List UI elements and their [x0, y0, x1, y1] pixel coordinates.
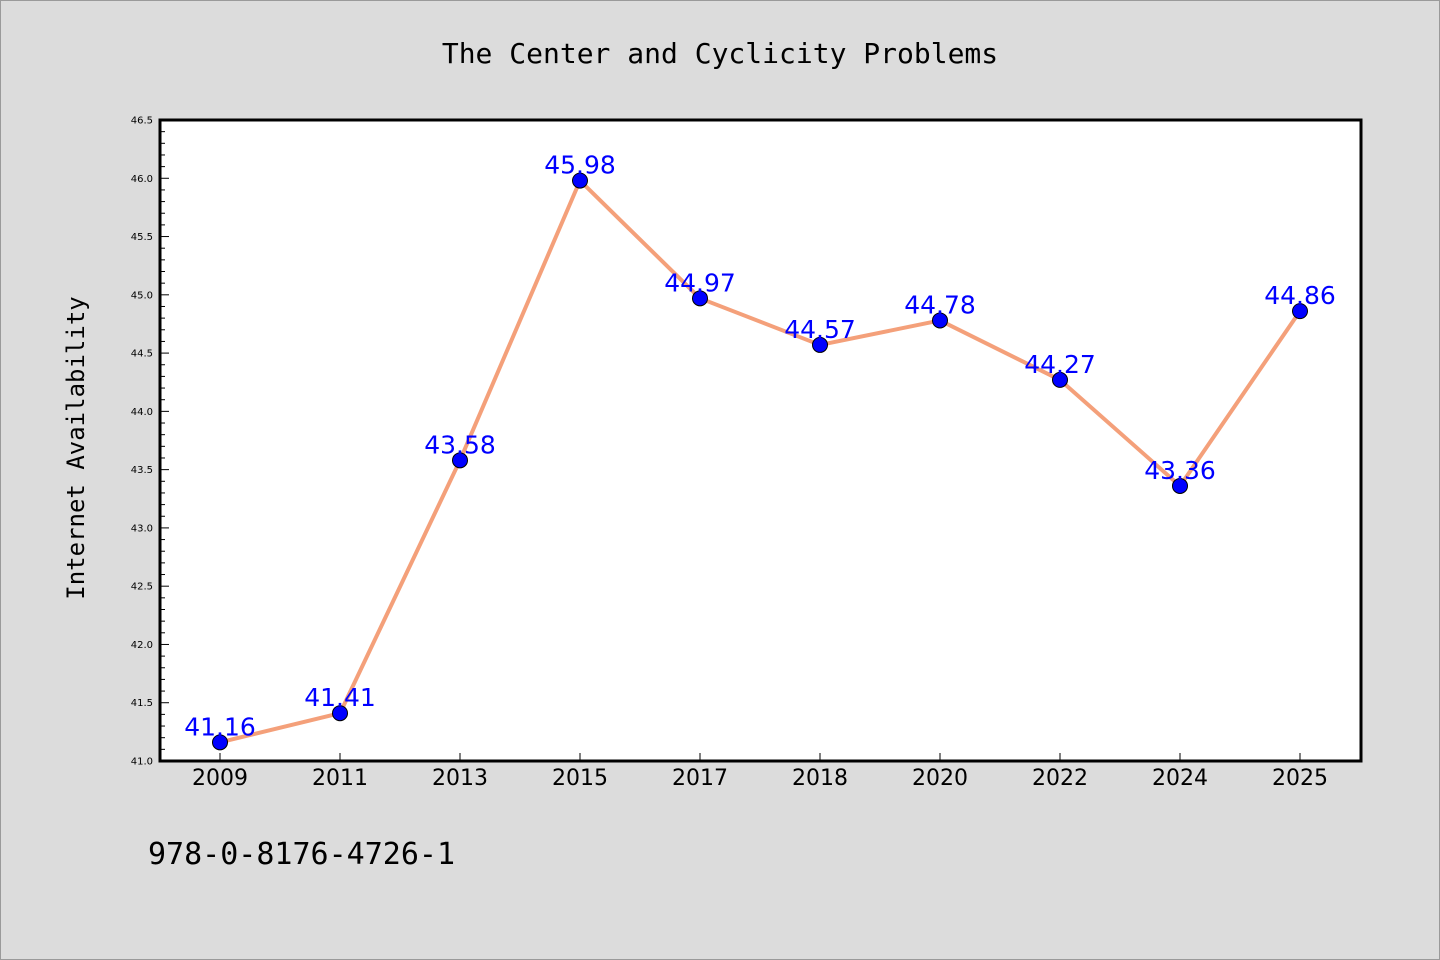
x-tick-label: 2018	[792, 766, 848, 791]
x-tick-label: 2009	[192, 766, 248, 791]
data-label: 45.98	[544, 151, 616, 180]
y-tick-label: 41.0	[131, 757, 153, 768]
data-point-marker	[452, 452, 468, 469]
y-axis-ticks: 41.0 41.5 42.0 42.5 43.0 43.5 44.0 44.5 45.0 45.5…	[131, 116, 169, 768]
data-label: 44.57	[784, 315, 856, 344]
x-tick-label: 2013	[432, 766, 488, 791]
data-label: 44.78	[904, 290, 976, 319]
data-label: 41.16	[184, 712, 256, 741]
data-point-marker	[572, 172, 588, 189]
data-label: 44.97	[664, 268, 736, 297]
data-label: 43.36	[1144, 456, 1216, 485]
data-label: 43.58	[424, 430, 496, 459]
data-point-marker	[932, 312, 948, 329]
x-axis-ticks: 2009 2011 2013 2015 2017 2018 2020 2022 2024 2025	[192, 753, 1328, 791]
x-tick-label: 2024	[1152, 766, 1208, 791]
y-tick-label: 45.5	[131, 232, 153, 243]
series-line-group: 41.16 41.41 43.58 45.98 44.97 44.57 44.78 44.27…	[184, 151, 1336, 751]
x-tick-label: 2017	[672, 766, 728, 791]
series-line	[219, 178, 1302, 745]
data-point-marker	[1172, 477, 1188, 494]
data-point-marker	[692, 290, 708, 307]
data-label: 44.27	[1024, 350, 1096, 379]
x-tick-label: 2025	[1272, 766, 1328, 791]
data-label: 41.41	[304, 683, 376, 712]
x-tick-label: 2020	[912, 766, 968, 791]
y-tick-label: 44.0	[131, 407, 153, 418]
x-tick-label: 2015	[552, 766, 608, 791]
y-tick-label: 42.0	[131, 640, 153, 651]
plot-area	[158, 118, 1363, 763]
data-point-marker	[332, 705, 348, 722]
chart-title: The Center and Cyclicity Problems	[442, 37, 998, 70]
y-tick-label: 46.5	[131, 116, 153, 127]
y-axis-label: Internet Availability	[62, 296, 90, 599]
footnote-isbn: 978-0-8176-4726-1	[148, 837, 455, 872]
data-point-marker	[1292, 303, 1308, 320]
y-tick-label: 44.5	[131, 349, 153, 360]
data-point-marker	[1052, 371, 1068, 388]
data-point-marker	[812, 336, 828, 353]
y-tick-label: 45.0	[131, 290, 153, 301]
x-tick-label: 2011	[312, 766, 368, 791]
data-label: 44.86	[1264, 281, 1336, 310]
y-tick-label: 41.5	[131, 698, 153, 709]
y-tick-label: 43.0	[131, 523, 153, 534]
data-point-marker	[212, 734, 228, 751]
y-tick-label: 46.0	[131, 174, 153, 185]
y-tick-label: 42.5	[131, 582, 153, 593]
x-tick-label: 2022	[1032, 766, 1088, 791]
y-tick-label: 43.5	[131, 465, 153, 476]
